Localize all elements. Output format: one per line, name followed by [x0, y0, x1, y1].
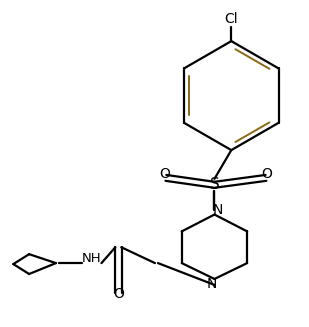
Text: O: O — [261, 167, 273, 181]
Text: S: S — [210, 177, 219, 192]
Text: NH: NH — [82, 252, 101, 265]
Text: O: O — [159, 167, 170, 181]
Text: N: N — [212, 203, 222, 216]
Text: N: N — [206, 277, 217, 291]
Text: O: O — [113, 287, 124, 301]
Text: Cl: Cl — [225, 12, 238, 26]
